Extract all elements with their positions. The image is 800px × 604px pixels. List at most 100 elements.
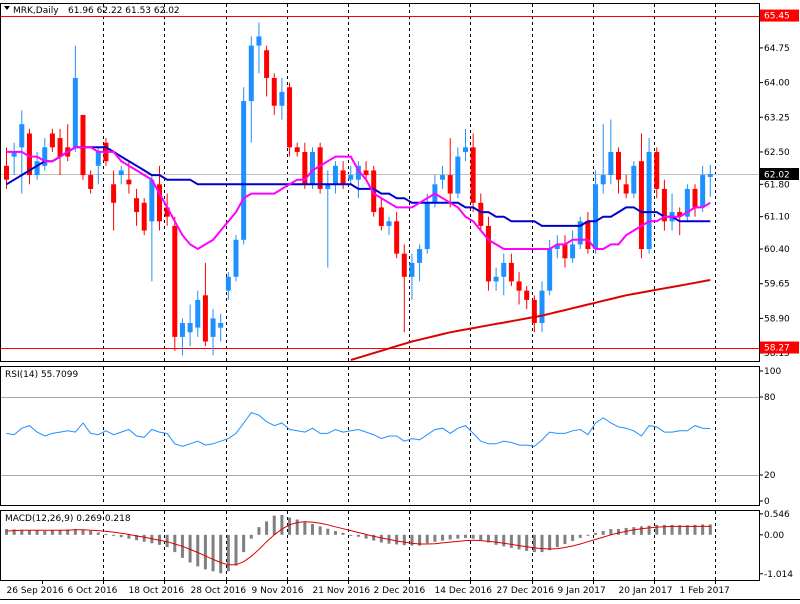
candle-body xyxy=(692,188,698,208)
candle-body xyxy=(447,175,453,194)
macd-bar xyxy=(418,534,422,546)
candle-body xyxy=(386,221,392,226)
candle xyxy=(279,77,285,120)
candle xyxy=(654,147,660,199)
level-tag-label: 65.45 xyxy=(764,12,790,22)
price-axis: 64.75 64.00 63.25 62.50 61.80 61.10 60.40 59.65… xyxy=(759,9,799,580)
candle-body xyxy=(700,175,706,208)
macd-bar xyxy=(655,524,659,535)
symbol-header: MRK,Daily 61.96 62.22 61.53 62.02 xyxy=(4,6,180,16)
candle-body xyxy=(57,138,63,157)
candle-body xyxy=(279,91,285,106)
candle-body xyxy=(42,147,48,166)
macd-bar xyxy=(563,534,567,545)
macd-bar xyxy=(318,526,322,535)
candle xyxy=(264,45,270,97)
time-tick-label: 28 Oct 2016 xyxy=(191,586,247,596)
macd-bar xyxy=(456,534,460,539)
candle xyxy=(577,216,583,250)
macd-bar xyxy=(326,528,330,535)
price-tick-label: 61.10 xyxy=(764,213,790,223)
candle-body xyxy=(623,184,629,194)
macd-bar xyxy=(89,530,93,535)
macd-bar xyxy=(349,534,353,536)
rsi-tick-label: 100 xyxy=(764,367,781,377)
candle xyxy=(65,124,71,162)
macd-bar xyxy=(685,525,689,535)
candle-body xyxy=(654,151,660,189)
candle xyxy=(233,235,239,282)
macd-bar xyxy=(517,534,521,550)
candle xyxy=(172,216,178,351)
candle xyxy=(332,161,338,194)
candle-body xyxy=(363,170,369,176)
macd-signal-line xyxy=(6,521,711,566)
candle xyxy=(669,193,675,231)
macd-bar xyxy=(402,534,406,546)
price-tick-label: 64.00 xyxy=(764,79,790,89)
time-tick-label: 14 Dec 2016 xyxy=(435,586,493,596)
rsi-tick-label: 0 xyxy=(764,497,770,507)
candle xyxy=(585,212,591,254)
macd-bar xyxy=(112,534,116,536)
candle-body xyxy=(355,165,361,180)
macd-bar xyxy=(203,534,207,570)
candle-body xyxy=(287,87,293,148)
candle-body xyxy=(126,179,132,185)
candle xyxy=(485,216,491,291)
candle xyxy=(401,244,407,333)
candle-body xyxy=(562,244,568,259)
candle-body xyxy=(570,244,576,259)
macd-tick-label: 0.00 xyxy=(764,531,784,541)
candle xyxy=(386,216,392,236)
candle-body xyxy=(256,36,262,46)
candle-body xyxy=(524,290,530,300)
candle xyxy=(661,179,667,231)
ohlc-label: 61.96 62.22 61.53 62.02 xyxy=(68,6,180,16)
macd-bar xyxy=(234,534,238,566)
candle-body xyxy=(118,170,124,176)
macd-bar xyxy=(219,534,223,574)
price-tick-label: 58.90 xyxy=(764,314,790,324)
time-tick-label: 26 Sep 2016 xyxy=(7,586,64,596)
candle xyxy=(325,170,331,268)
macd-bar xyxy=(632,527,636,535)
candle xyxy=(554,235,560,259)
macd-bar xyxy=(341,532,345,535)
candle xyxy=(111,170,117,231)
macd-bar xyxy=(119,534,123,538)
candle-body xyxy=(493,276,499,282)
candle xyxy=(600,124,606,194)
candle-body xyxy=(141,202,147,231)
candle xyxy=(157,165,162,231)
candle-body xyxy=(677,212,683,217)
macd-bar xyxy=(58,529,62,535)
candle xyxy=(287,82,293,157)
candle xyxy=(470,133,476,213)
candle xyxy=(684,184,690,222)
candle-body xyxy=(325,184,331,189)
candle xyxy=(256,22,262,74)
candle xyxy=(310,147,315,189)
candle-body xyxy=(11,151,17,157)
time-tick-label: 9 Nov 2016 xyxy=(252,586,304,596)
price-tick-label: 62.50 xyxy=(764,148,790,158)
macd-bar xyxy=(5,529,8,535)
macd-bar xyxy=(66,529,70,535)
candle-body xyxy=(417,249,423,263)
candle xyxy=(463,128,468,162)
macd-bar xyxy=(494,534,498,545)
candle-body xyxy=(241,101,247,240)
price-tick-label: 59.65 xyxy=(764,280,790,290)
macd-bar xyxy=(81,529,85,535)
candle xyxy=(417,244,423,282)
time-tick-label: 18 Oct 2016 xyxy=(129,586,185,596)
candle xyxy=(271,73,277,115)
candle xyxy=(455,147,461,199)
macd-bar xyxy=(425,534,429,544)
macd-bar xyxy=(532,534,536,553)
candle-body xyxy=(661,188,667,222)
candle xyxy=(700,165,706,213)
candle xyxy=(562,235,568,268)
macd-bar xyxy=(288,517,292,535)
